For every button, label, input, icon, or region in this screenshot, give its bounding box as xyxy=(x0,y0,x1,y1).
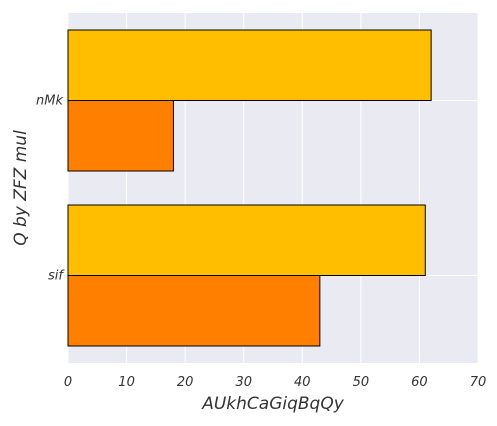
x-tick-label: 70 xyxy=(470,375,487,390)
bars xyxy=(67,29,432,347)
x-tick-label: 40 xyxy=(294,375,311,390)
bar xyxy=(67,100,174,172)
x-tick-label: 20 xyxy=(177,375,194,390)
bar xyxy=(67,275,321,347)
x-tick-label: 30 xyxy=(235,375,252,390)
x-tick-label: 50 xyxy=(353,375,370,390)
bar xyxy=(67,204,426,276)
y-tick-labels: nMk sif xyxy=(36,94,65,284)
x-tick-labels: 0 10 20 30 40 50 60 70 xyxy=(64,375,486,390)
x-tick-label: 60 xyxy=(411,375,428,390)
y-axis-label: Q by ZFZ mul xyxy=(11,130,31,246)
x-axis-label: AUkhCaGiqBqQy xyxy=(201,394,345,414)
x-tick-label: 0 xyxy=(64,375,72,390)
bar xyxy=(67,29,432,101)
y-tick-label: nMk xyxy=(36,94,63,109)
x-tick-label: 10 xyxy=(118,375,135,390)
y-tick-label: sif xyxy=(48,269,65,284)
